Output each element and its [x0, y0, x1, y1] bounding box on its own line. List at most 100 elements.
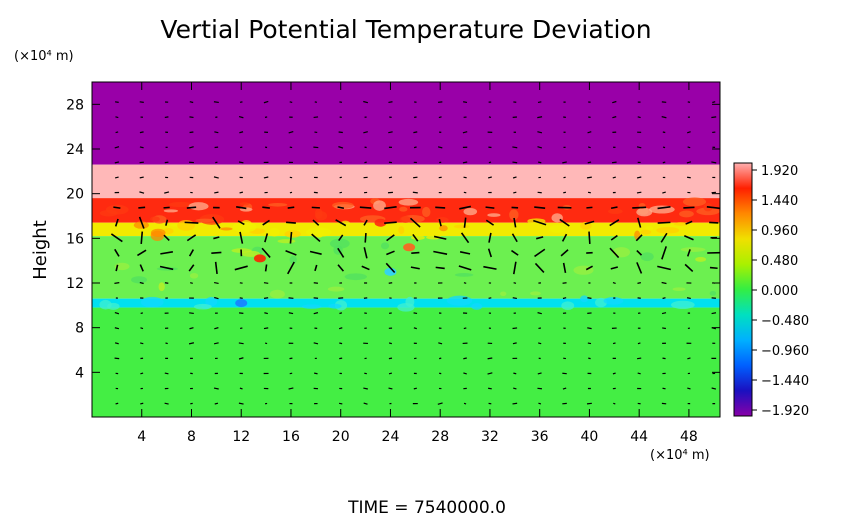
field-blob [640, 252, 654, 262]
wind-vector [513, 282, 517, 284]
wind-vector [189, 327, 194, 330]
wind-vector [288, 312, 294, 315]
wind-vector [463, 217, 467, 228]
wind-vector [287, 206, 295, 209]
wind-vector [538, 342, 542, 345]
wind-vector [662, 357, 666, 360]
wind-vector [114, 161, 120, 164]
wind-vector [388, 342, 392, 345]
field-blob [269, 289, 285, 299]
wind-vector [214, 191, 219, 194]
wind-vector [413, 146, 417, 149]
wind-vector [363, 402, 368, 405]
wind-vector [584, 220, 595, 225]
wind-vector [562, 161, 567, 164]
field-blob [163, 209, 179, 213]
wind-vector [338, 327, 343, 330]
wind-vector [512, 261, 517, 275]
field-blob [656, 227, 680, 234]
field-blob [374, 218, 387, 227]
field-blob [306, 227, 332, 237]
field-blob [301, 304, 322, 309]
wind-vector [139, 191, 145, 194]
wind-vector [711, 116, 717, 119]
wind-vector [487, 176, 492, 179]
wind-vector [488, 232, 492, 243]
wind-vector [412, 191, 418, 194]
field-blob [150, 228, 166, 238]
wind-vector [311, 233, 321, 243]
wind-vector [687, 387, 691, 390]
wind-vector [337, 264, 345, 272]
wind-vector [385, 262, 396, 274]
wind-vector [115, 402, 119, 405]
field-blob [672, 287, 686, 292]
field-blob [344, 273, 367, 281]
wind-vector [686, 249, 691, 257]
wind-vector [388, 387, 393, 390]
field-blob [380, 242, 390, 250]
field-blob [709, 290, 717, 296]
wind-vector [463, 282, 467, 284]
field-blob [398, 226, 405, 235]
field-blob [239, 202, 250, 206]
wind-vector [483, 265, 497, 270]
wind-vector [534, 248, 546, 258]
wind-vector [213, 387, 219, 390]
wind-vector [263, 297, 269, 299]
wind-vector [163, 234, 170, 241]
wind-vector [637, 217, 642, 228]
wind-vector [537, 312, 542, 315]
wind-vector [687, 146, 691, 149]
field-blob [439, 225, 448, 232]
wind-vector [338, 402, 343, 405]
wind-vector [463, 372, 467, 375]
x-axis-unit: (×10⁴ m) [650, 448, 710, 463]
x-tick-label: 24 [382, 429, 400, 445]
wind-vector [487, 357, 493, 360]
wind-vector [612, 100, 617, 104]
wind-vector [239, 131, 244, 134]
wind-vector [587, 342, 592, 345]
wind-vector [488, 387, 492, 390]
wind-vector [560, 249, 569, 257]
x-tick-label: 28 [431, 429, 449, 445]
wind-vector [189, 312, 194, 315]
field-blob [612, 247, 631, 258]
field-blob [384, 267, 397, 276]
wind-vector [709, 266, 718, 270]
wind-vector [262, 206, 270, 209]
wind-vector [661, 116, 667, 119]
wind-vector [184, 221, 199, 224]
wind-vector [359, 206, 372, 209]
wind-vector [212, 216, 221, 229]
wind-vector [711, 161, 717, 164]
wind-vector [588, 146, 591, 149]
field-blob [315, 211, 328, 221]
wind-vector [364, 161, 367, 164]
wind-vector [412, 233, 419, 242]
field-blob [422, 206, 431, 218]
wind-vector [511, 233, 518, 243]
wind-vector [338, 146, 344, 149]
wind-vector [609, 247, 620, 259]
wind-vector [361, 265, 370, 271]
wind-vector [388, 282, 393, 284]
field-blob [471, 303, 483, 310]
wind-vector [238, 116, 244, 119]
wind-vector [289, 231, 293, 244]
field-blob [580, 295, 589, 303]
field-blob [436, 217, 449, 223]
field-blob [373, 200, 386, 211]
field-blob [636, 207, 653, 217]
wind-vector [388, 101, 393, 104]
field-blob [463, 207, 478, 216]
wind-vector [214, 296, 219, 300]
wind-vector [114, 311, 120, 315]
wind-vector [587, 131, 592, 134]
wind-vector [140, 327, 144, 330]
x-tick-label: 44 [630, 429, 648, 445]
wind-vector [313, 161, 318, 164]
wind-vector [364, 232, 367, 243]
wind-vector [587, 161, 592, 164]
